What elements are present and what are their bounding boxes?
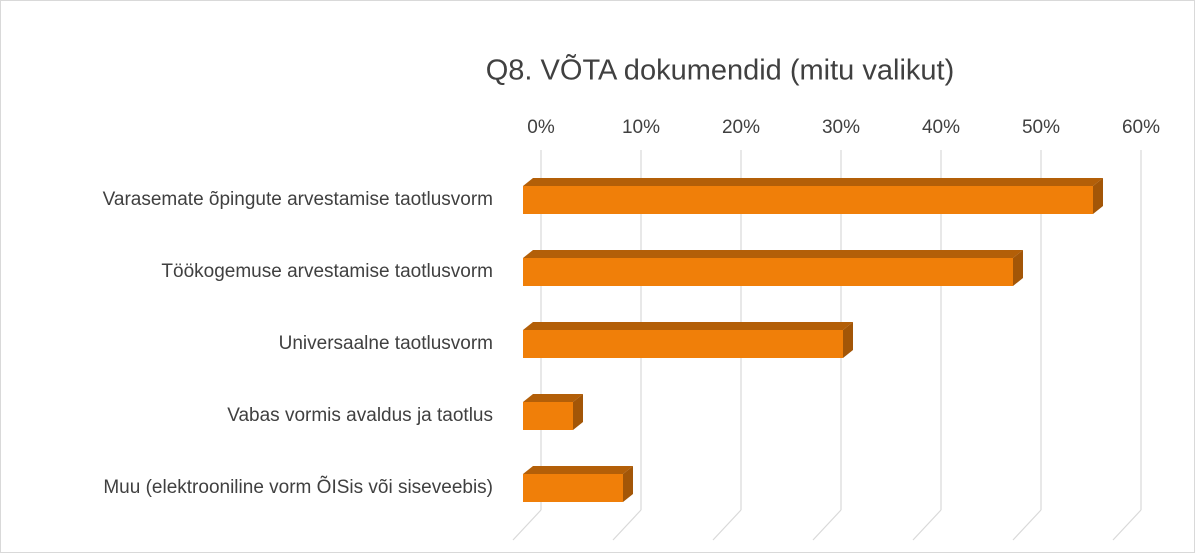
bar-group (523, 322, 853, 358)
y-tick-label: Vabas vormis avaldus ja taotlus (227, 405, 493, 426)
x-tick-label: 50% (1022, 117, 1060, 138)
grid-line-floor (1012, 509, 1042, 541)
x-tick-label: 60% (1122, 117, 1160, 138)
bar (523, 474, 623, 502)
grid-line-floor (612, 509, 642, 541)
bar (523, 186, 1093, 214)
bar-side (623, 466, 633, 502)
y-tick-label: Varasemate õpingute arvestamise taotlusv… (103, 189, 493, 210)
bar-top (523, 250, 1023, 258)
bar-top (523, 322, 853, 330)
bar (523, 330, 843, 358)
bar-side (1013, 250, 1023, 286)
grid-line-floor (912, 509, 942, 541)
bar-group (523, 250, 1023, 286)
x-tick-label: 40% (922, 117, 960, 138)
grid-line-floor (1112, 509, 1142, 541)
chart-title: Q8. VÕTA dokumendid (mitu valikut) (486, 53, 954, 87)
y-tick-label: Universaalne taotlusvorm (279, 333, 493, 354)
x-tick-label: 30% (822, 117, 860, 138)
x-tick-label: 20% (722, 117, 760, 138)
x-tick-label: 0% (527, 117, 555, 138)
bar (523, 258, 1013, 286)
bar-top (523, 178, 1103, 186)
y-tick-label: Muu (elektrooniline vorm ÕISis või sisev… (103, 476, 493, 498)
bar-group (523, 466, 633, 502)
bar-top (523, 394, 583, 402)
grid-line-floor (712, 509, 742, 541)
y-tick-label: Töökogemuse arvestamise taotlusvorm (161, 261, 493, 282)
bar-side (1093, 178, 1103, 214)
grid-line-floor (512, 509, 542, 541)
bar-top (523, 466, 633, 474)
x-tick-label: 10% (622, 117, 660, 138)
bar-side (843, 322, 853, 358)
bar (523, 402, 573, 430)
bar-side (573, 394, 583, 430)
bar-group (523, 178, 1103, 214)
bar-group (523, 394, 583, 430)
grid-line-floor (812, 509, 842, 541)
